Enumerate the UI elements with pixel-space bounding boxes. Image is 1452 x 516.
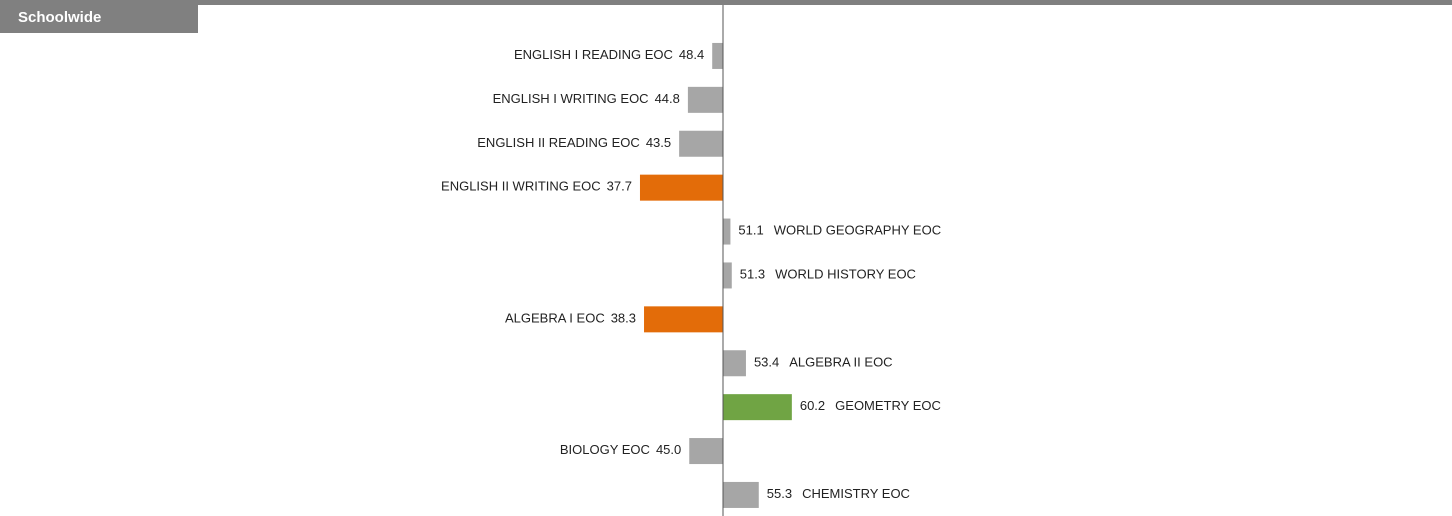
category-label: ENGLISH II WRITING EOC [441,179,601,194]
bar [723,350,746,377]
value-label: 51.1 [738,223,763,238]
bar-label: ALGEBRA I EOC 38.3 [505,311,636,326]
bar [689,438,723,465]
value-label: 53.4 [754,355,779,370]
value-label: 44.8 [655,91,680,106]
category-label: ENGLISH I WRITING EOC [493,91,649,106]
value-label: 55.3 [767,486,792,501]
bar-label: BIOLOGY EOC 45.0 [560,442,681,457]
bar-label: 53.4 ALGEBRA II EOC [754,355,893,370]
value-label: 51.3 [740,267,765,282]
category-label: ENGLISH I READING EOC [514,47,673,62]
value-label: 48.4 [679,47,704,62]
bar [679,130,723,157]
bar-label: ENGLISH I READING EOC 48.4 [514,47,704,62]
bar [712,42,723,69]
bar [723,218,731,245]
category-label: WORLD HISTORY EOC [775,267,916,282]
bar [639,174,723,201]
value-label: 60.2 [800,399,825,414]
category-label: ENGLISH II READING EOC [477,135,640,150]
bar [644,306,723,333]
bar-label: ENGLISH II WRITING EOC 37.7 [441,179,632,194]
value-label: 37.7 [607,179,632,194]
bar-label: ENGLISH I WRITING EOC 44.8 [493,91,680,106]
bar [687,86,723,113]
category-label: CHEMISTRY EOC [802,486,910,501]
bar-label: 55.3 CHEMISTRY EOC [767,486,910,501]
category-label: BIOLOGY EOC [560,442,650,457]
value-label: 45.0 [656,442,681,457]
bar-label: 51.1 WORLD GEOGRAPHY EOC [738,223,941,238]
header-rule [0,0,1452,5]
category-label: GEOMETRY EOC [835,399,941,414]
header-tab [0,0,198,33]
category-label: ALGEBRA I EOC [505,311,605,326]
category-label: ALGEBRA II EOC [789,355,892,370]
value-label: 43.5 [646,135,671,150]
category-label: WORLD GEOGRAPHY EOC [774,223,941,238]
bar-label: 51.3 WORLD HISTORY EOC [740,267,916,282]
bar-label: ENGLISH II READING EOC 43.5 [477,135,671,150]
chart-title: Schoolwide [18,9,101,26]
bar [723,481,759,508]
bar [723,394,792,421]
bar [723,262,732,289]
value-label: 38.3 [611,311,636,326]
bar-label: 60.2 GEOMETRY EOC [800,399,941,414]
